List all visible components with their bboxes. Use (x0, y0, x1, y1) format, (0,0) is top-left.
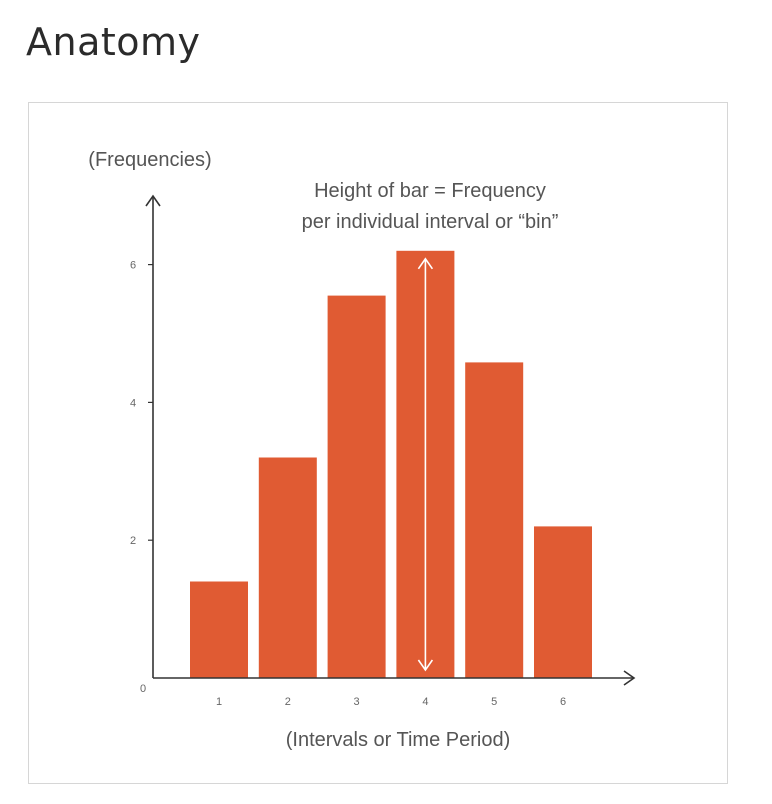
x-tick-label: 4 (422, 696, 428, 708)
x-tick-label: 3 (354, 696, 360, 708)
y-axis-label: (Frequencies) (88, 149, 211, 171)
y-tick-label: 4 (130, 397, 136, 409)
y-ticks-group: 0 2 4 6 (130, 260, 153, 695)
y-tick-label: 2 (130, 535, 136, 547)
annotation-arrowhead-bottom (417, 659, 434, 672)
annotation-arrowhead-top (417, 257, 434, 270)
bar-2 (258, 457, 317, 678)
x-tick-label: 2 (285, 696, 291, 708)
bar-3 (327, 295, 386, 678)
y-axis-arrowhead (145, 194, 161, 207)
x-axis-label: (Intervals or Time Period) (286, 729, 511, 751)
bar-5 (465, 362, 524, 678)
bar-6 (534, 526, 592, 678)
y-tick-label: 6 (130, 260, 136, 272)
annotation-double-arrow (417, 257, 434, 672)
bars-group (190, 250, 592, 679)
annotation-line-2: per individual interval or “bin” (302, 211, 559, 233)
page-title: Anatomy (26, 20, 201, 64)
bar-1 (190, 581, 248, 678)
x-axis-arrowhead (623, 670, 636, 686)
x-tick-label: 1 (216, 696, 222, 708)
x-ticks-group: 1 2 3 4 5 6 (216, 696, 566, 708)
annotation-line-1: Height of bar = Frequency (314, 180, 546, 202)
x-tick-label: 6 (560, 696, 566, 708)
x-tick-label: 5 (491, 696, 497, 708)
y-tick-label: 0 (140, 683, 146, 695)
